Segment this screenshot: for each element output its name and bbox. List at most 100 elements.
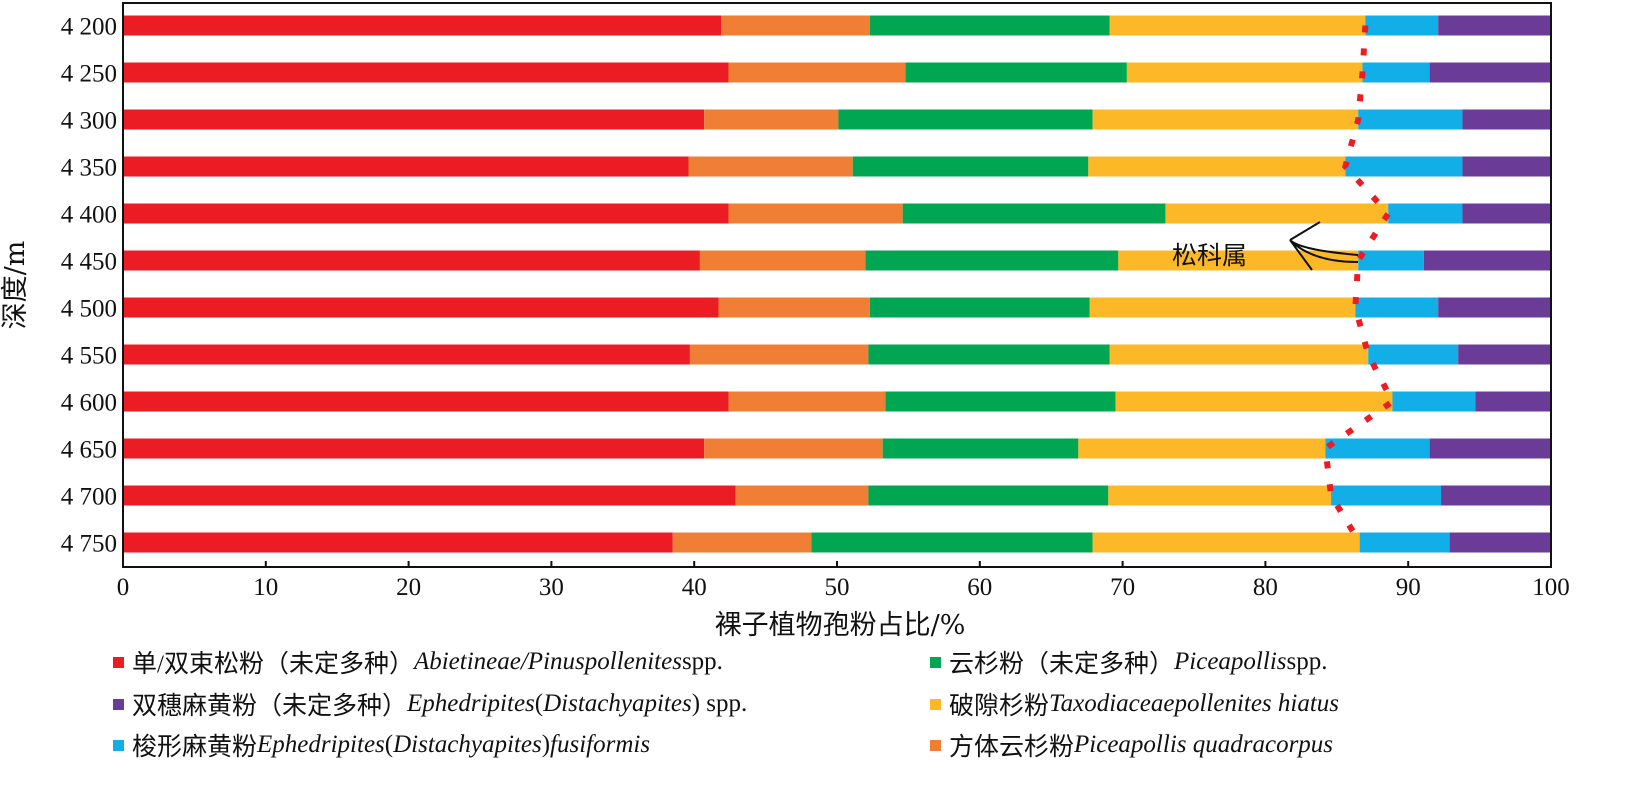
y-axis-title: 深度/m (0, 241, 31, 330)
legend-label-part: Ephedripites (407, 690, 535, 717)
bar-segment (123, 250, 700, 271)
legend-item: 梭形麻黄粉 Ephedripites(Distachyapites) fusifor… (113, 727, 650, 763)
legend-label-part: Taxodiaceaepollenites hiatus (1049, 690, 1340, 717)
bar-segment (123, 203, 729, 224)
x-tick-label: 90 (1396, 574, 1421, 601)
bar-segment (735, 485, 869, 506)
bar-segment (123, 344, 690, 365)
legend-swatch (113, 739, 124, 751)
legend-item: 破隙杉粉 Taxodiaceaepollenites hiatus (930, 686, 1339, 722)
bar-segment (868, 485, 1109, 506)
bar-segment (1359, 532, 1450, 553)
bar-segment (123, 109, 705, 130)
bar-segment (882, 438, 1079, 459)
bar-segment (123, 15, 722, 36)
y-tick-label: 4 500 (61, 296, 117, 323)
y-tick-label: 4 300 (61, 108, 117, 135)
x-tick-label: 40 (682, 574, 707, 601)
y-tick-label: 4 750 (61, 531, 117, 558)
legend-label-part: 单/双束松粉（未定多种） (132, 651, 414, 678)
legend-label-part: 破隙杉粉 (949, 693, 1050, 720)
legend-label-part: ( (534, 690, 544, 717)
plot-frame (122, 2, 1552, 568)
x-tick-label: 50 (825, 574, 850, 601)
bar-segment (728, 203, 903, 224)
legend-swatch (113, 698, 124, 710)
legend-swatch (930, 698, 941, 710)
bar-segment (1438, 15, 1551, 36)
bar-segment (1458, 344, 1551, 365)
bar-segment (728, 62, 906, 83)
bar-segment (688, 156, 853, 177)
annotation-label: 松科属 (1172, 241, 1247, 270)
x-tick-label: 30 (539, 574, 564, 601)
bar-segment (1345, 156, 1463, 177)
bar-segment (1358, 109, 1463, 130)
x-tick-label: 70 (1110, 574, 1135, 601)
bar-segment (905, 62, 1127, 83)
bar-segment (1118, 250, 1359, 271)
y-tick-label: 4 700 (61, 484, 117, 511)
bar-segment (1362, 62, 1430, 83)
pinaceae-boundary-line (1322, 25, 1397, 545)
legend-swatch (930, 739, 941, 751)
legend-label-part: 双穗麻黄粉（未定多种） (132, 693, 408, 720)
legend-label-part: spp. (1286, 648, 1328, 675)
x-axis-title: 裸子植物孢粉占比/% (715, 610, 966, 641)
legend-label-part: 梭形麻黄粉 (132, 734, 258, 761)
bar-segment (123, 438, 705, 459)
legend-label-part: fusiformis (550, 731, 651, 758)
y-tick-label: 4 250 (61, 61, 117, 88)
bar-segment (1126, 62, 1363, 83)
x-tick-label: 20 (396, 574, 421, 601)
legend-swatch (930, 656, 941, 668)
legend-item: 方体云杉粉 Piceapollis quadracorpus (930, 727, 1333, 763)
bar-segment (672, 532, 812, 553)
y-tick-label: 4 350 (61, 155, 117, 182)
bar-segment (869, 15, 1110, 36)
bar-segment (721, 15, 870, 36)
bar-segment (699, 250, 866, 271)
bar-segment (885, 391, 1116, 412)
bar-segment (123, 485, 736, 506)
bar-segment (123, 391, 729, 412)
bar-segment (1325, 438, 1430, 459)
x-tick-label: 0 (117, 574, 130, 601)
bar-segment (728, 391, 886, 412)
legend-item: 云杉粉（未定多种） Piceapollis spp. (930, 644, 1327, 680)
bar-segment (1429, 62, 1551, 83)
bar-segment (123, 532, 673, 553)
legend-label-part: ) spp. (691, 690, 748, 717)
legend-label-part: Abietineae/Pinuspollenites (413, 648, 682, 675)
bar-segment (1358, 250, 1424, 271)
bar-segment (123, 156, 689, 177)
bar-segment (1423, 250, 1551, 271)
bar-segment (1355, 297, 1439, 318)
bar-segment (123, 297, 719, 318)
bar-segment (1092, 532, 1360, 553)
bar-segment (1331, 485, 1442, 506)
bar-segment (1438, 297, 1551, 318)
bar-segment (1089, 297, 1356, 318)
bar-segment (811, 532, 1093, 553)
bar-segment (1475, 391, 1551, 412)
legend-label-part: Distachyapites (393, 731, 542, 758)
x-tick-label: 60 (967, 574, 992, 601)
x-tick-label: 10 (253, 574, 278, 601)
bar-segment (869, 297, 1090, 318)
legend-label-part: ( (384, 731, 394, 758)
bar-segment (1115, 391, 1393, 412)
legend-item: 单/双束松粉（未定多种） Abietineae/Pinuspollenites s… (113, 644, 723, 680)
legend-label-part: 方体云杉粉 (949, 734, 1075, 761)
legend-label-part: Distachyapites (543, 690, 692, 717)
bar-segment (1392, 391, 1476, 412)
annotation-arrow (1289, 221, 1359, 271)
y-tick-label: 4 450 (61, 249, 117, 276)
y-tick-label: 4 400 (61, 202, 117, 229)
bar-segment (689, 344, 869, 365)
bar-segment (1365, 15, 1439, 36)
bar-segment (718, 297, 870, 318)
legend-label-part: Ephedripites (257, 731, 385, 758)
bar-segment (1462, 156, 1551, 177)
